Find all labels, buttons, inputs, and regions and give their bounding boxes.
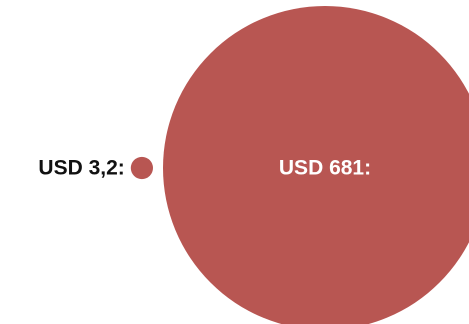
bubble-small xyxy=(130,156,153,180)
bubble-large xyxy=(163,6,469,324)
bubble-small-label: USD 3,2: xyxy=(38,157,124,180)
bubble-large-label: USD 681: xyxy=(279,157,371,180)
